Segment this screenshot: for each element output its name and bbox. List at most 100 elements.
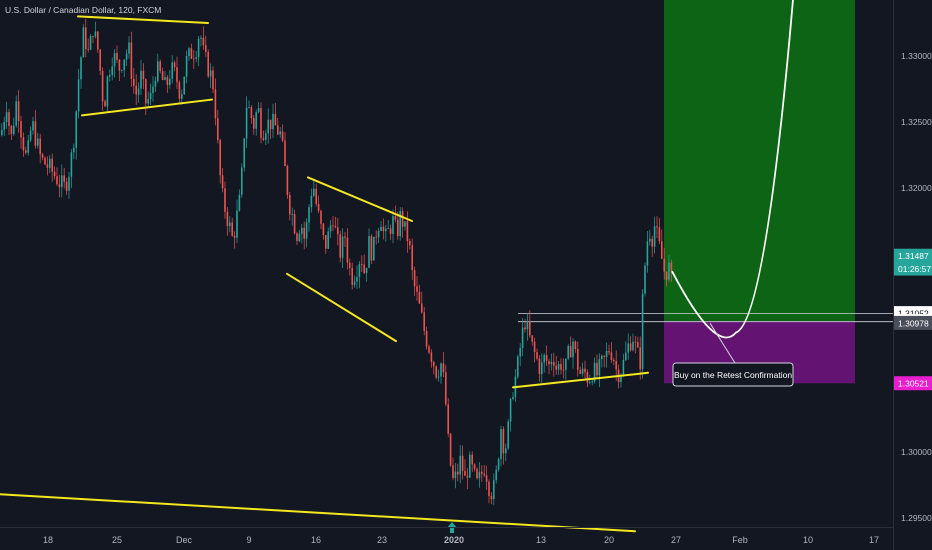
bearish-candle xyxy=(65,177,68,195)
candle-body xyxy=(442,363,445,373)
bearish-candle xyxy=(608,344,610,356)
candle-body xyxy=(10,125,13,135)
bullish-candle xyxy=(301,224,303,244)
bullish-candle xyxy=(469,451,471,479)
bearish-candle xyxy=(483,465,485,478)
candle-body xyxy=(409,241,411,246)
lower-channel-line[interactable] xyxy=(0,493,636,533)
candle-body xyxy=(265,133,267,140)
candle-body xyxy=(548,361,550,365)
candle-body xyxy=(17,101,20,122)
wedge-top-line[interactable] xyxy=(307,176,413,222)
candle-body xyxy=(51,158,53,172)
bearish-candle xyxy=(548,358,550,375)
candle-body xyxy=(291,213,293,215)
bearish-candle xyxy=(325,235,327,255)
bearish-candle xyxy=(22,132,25,157)
bearish-candle xyxy=(176,56,178,90)
candle-body xyxy=(77,79,80,112)
candle-body xyxy=(248,107,250,108)
candle-body xyxy=(497,458,500,470)
candle-body xyxy=(37,138,39,146)
bullish-candle xyxy=(653,216,656,254)
candle-body xyxy=(634,341,637,343)
candle-body xyxy=(397,219,399,237)
price-label-bg xyxy=(894,261,932,276)
price-label[interactable]: 1.30978 xyxy=(894,315,932,330)
bullish-candle xyxy=(241,163,243,198)
candle-body xyxy=(457,471,459,475)
bearish-candle xyxy=(382,218,385,240)
bearish-candle xyxy=(502,426,505,465)
wedge-bottom-line[interactable] xyxy=(286,272,397,343)
candle-body xyxy=(466,475,469,478)
annotation-box[interactable] xyxy=(672,362,794,387)
candle-body xyxy=(322,223,325,236)
base-support-line[interactable] xyxy=(512,371,649,389)
candle-body xyxy=(15,101,17,126)
bullish-candle xyxy=(627,333,629,360)
bullish-candle xyxy=(195,50,197,63)
x-tick-label: 9 xyxy=(246,535,251,545)
candle-body xyxy=(370,236,373,261)
candle-body xyxy=(202,37,205,46)
bearish-candle xyxy=(346,228,349,270)
bearish-candle xyxy=(413,266,416,296)
bullish-candle xyxy=(154,76,157,93)
candle-body xyxy=(500,429,502,459)
candle-body xyxy=(435,366,437,378)
bullish-candle xyxy=(512,391,514,401)
candle-body xyxy=(121,70,123,71)
price-label[interactable]: 1.30521 xyxy=(894,376,932,391)
consolidation-bottom-line[interactable] xyxy=(81,98,213,117)
candle-body xyxy=(538,358,541,375)
bullish-candle xyxy=(229,216,231,233)
candle-body xyxy=(572,341,574,358)
candle-body xyxy=(113,53,116,67)
bullish-candle xyxy=(358,261,361,289)
bullish-candle xyxy=(77,69,80,119)
candle-body xyxy=(310,195,313,208)
annotation-text: Buy on the Retest Confirmation xyxy=(674,370,792,380)
candle-body xyxy=(550,362,553,365)
candle-body xyxy=(149,93,152,100)
bearish-candle xyxy=(634,335,637,354)
consolidation-top-line[interactable] xyxy=(77,15,209,24)
candle-body xyxy=(233,235,236,238)
bearish-candle xyxy=(315,183,317,207)
bearish-candle xyxy=(637,336,639,349)
projected-price-path[interactable] xyxy=(671,0,798,339)
bearish-candle xyxy=(92,35,94,44)
candle-body xyxy=(142,70,145,80)
bullish-candle xyxy=(581,362,584,377)
candle-body xyxy=(373,236,375,261)
profit-target-zone[interactable] xyxy=(664,0,855,322)
bearish-candle xyxy=(433,360,435,375)
bearish-candle xyxy=(461,445,464,480)
candle-body xyxy=(459,455,461,475)
candle-body xyxy=(658,227,661,242)
candle-body xyxy=(128,42,130,54)
candle-body xyxy=(629,343,632,351)
price-label[interactable]: 1.31487 xyxy=(894,248,932,263)
candle-body xyxy=(401,211,404,227)
x-tick-label: 13 xyxy=(536,535,546,545)
candle-body xyxy=(224,188,226,212)
bullish-candle xyxy=(598,353,601,388)
bearish-candle xyxy=(58,175,61,198)
candle-body xyxy=(245,107,248,139)
bullish-candle xyxy=(183,76,185,95)
candle-body xyxy=(586,372,589,383)
candle-body xyxy=(529,321,531,336)
price-label-text: 1.30978 xyxy=(898,318,929,328)
price-label[interactable]: 01:26:57 xyxy=(894,261,932,276)
bearish-candle xyxy=(193,50,195,69)
bearish-candle xyxy=(344,231,346,248)
bearish-candle xyxy=(533,337,536,363)
bearish-candle xyxy=(207,49,209,78)
bearish-candle xyxy=(361,255,363,272)
bearish-candle xyxy=(39,133,41,164)
candle-body xyxy=(380,226,382,231)
candle-body xyxy=(207,51,209,77)
